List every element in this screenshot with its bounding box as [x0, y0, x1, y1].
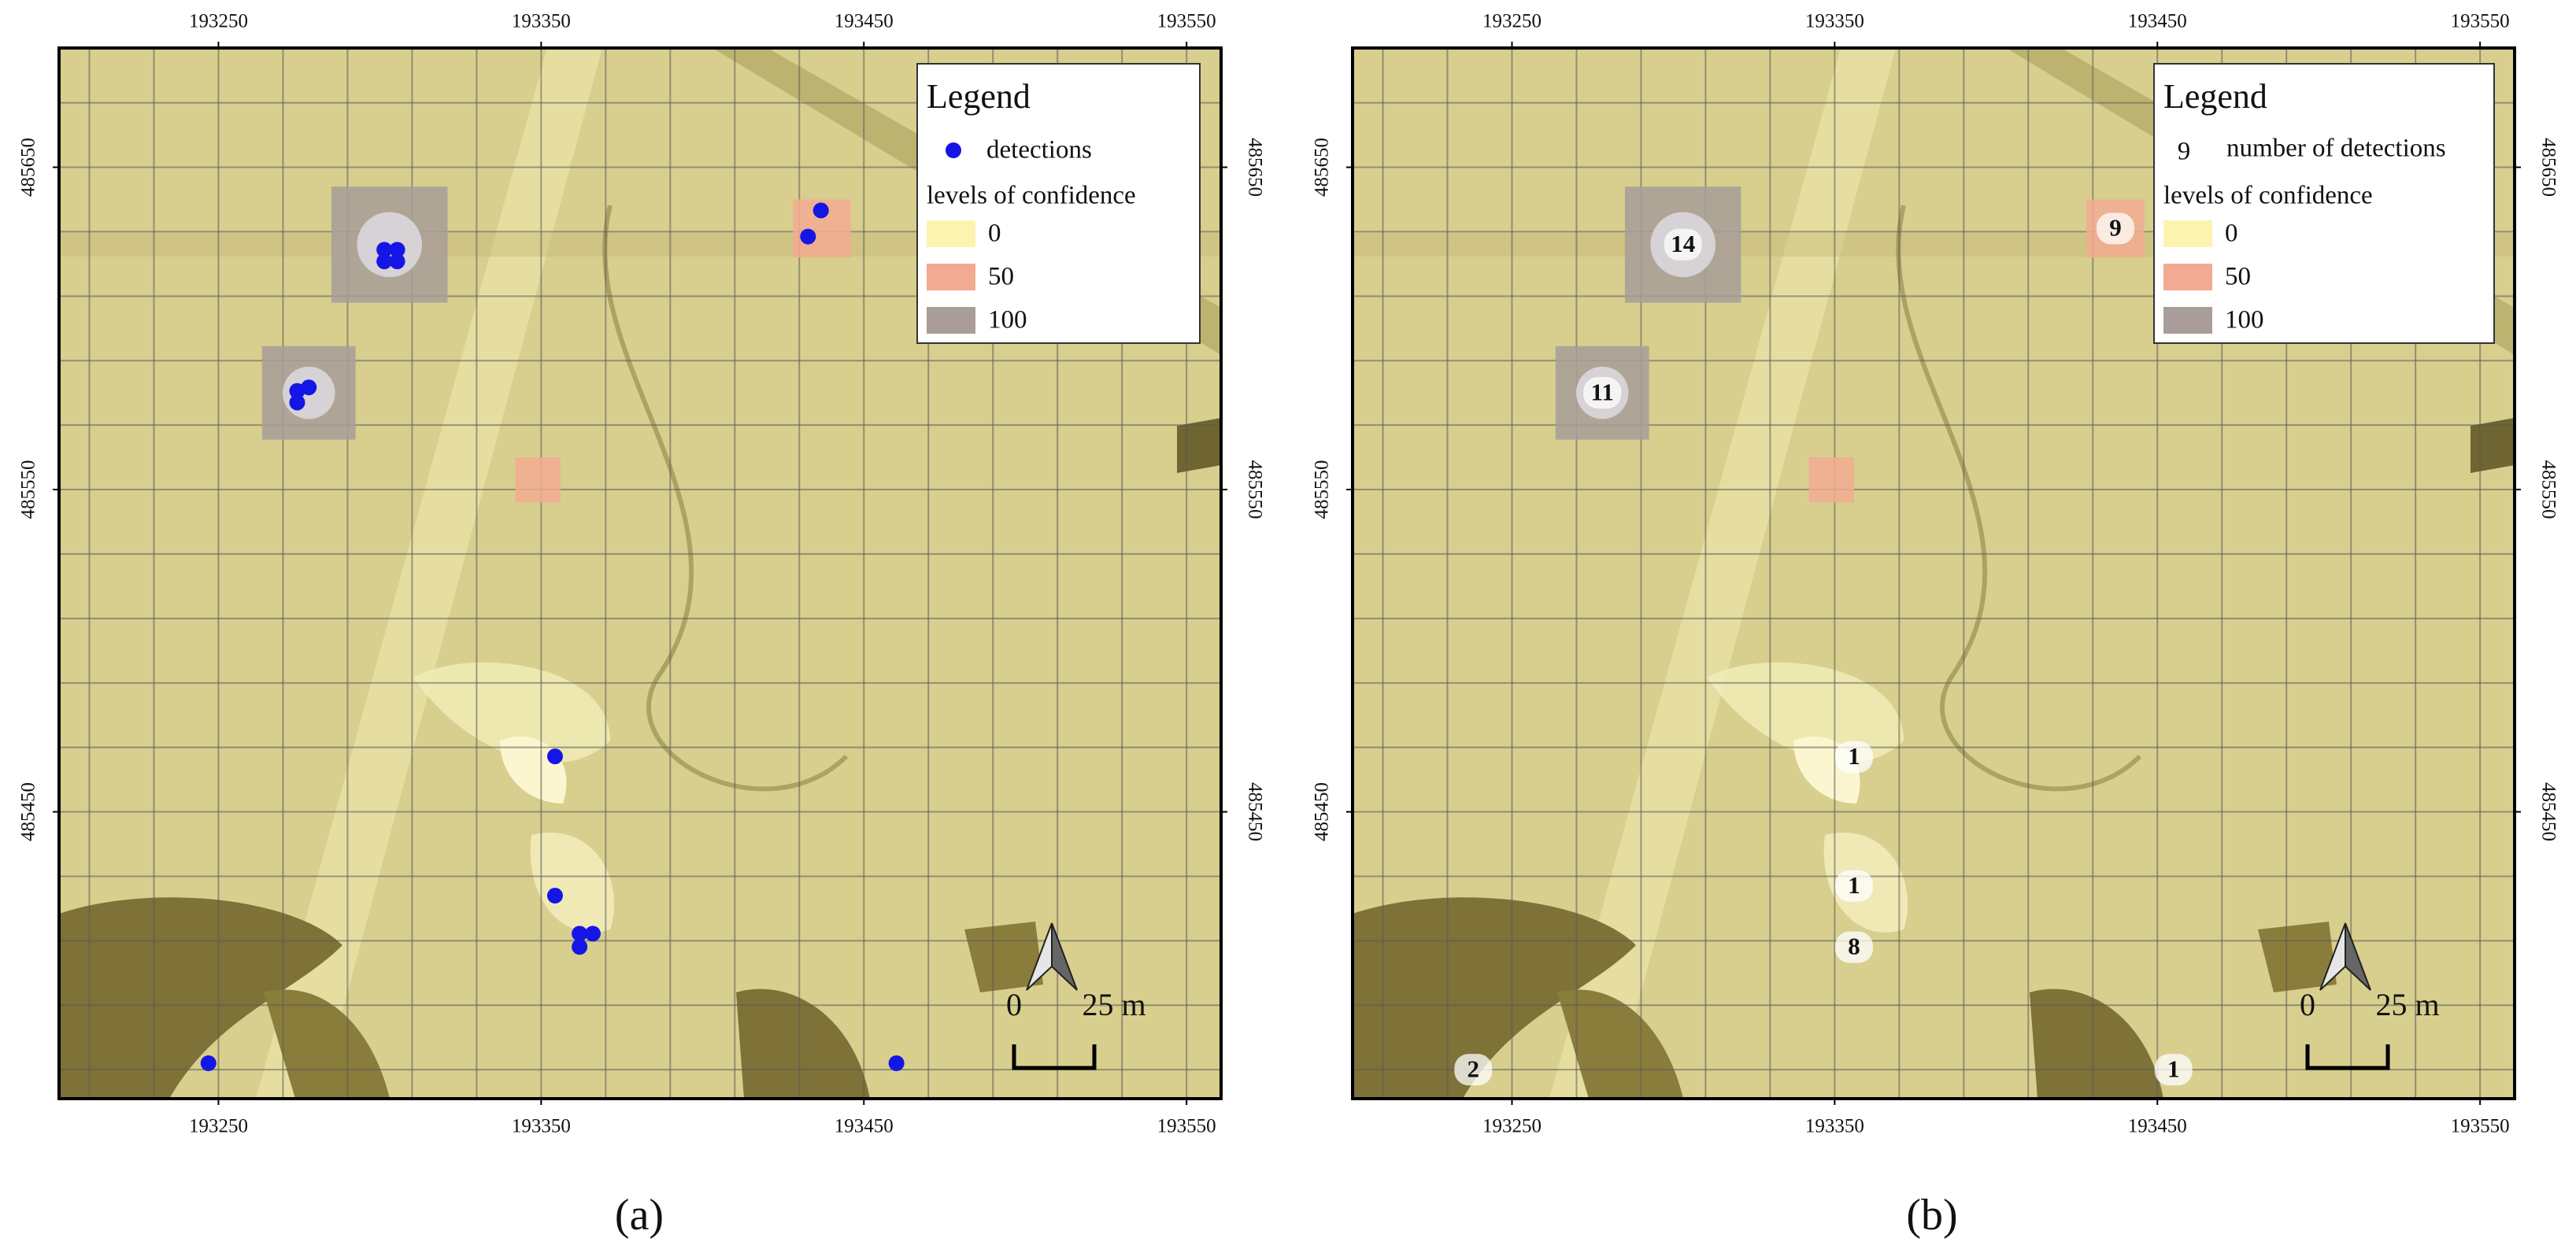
legend-marker — [946, 142, 961, 158]
detection-point — [546, 748, 563, 765]
count-background — [1583, 377, 1622, 409]
y-tick-label: 485550 — [18, 460, 39, 519]
map-overlay — [59, 48, 1221, 1099]
detection-point — [289, 394, 305, 411]
count-background — [1454, 1054, 1493, 1086]
x-tick-label: 193250 — [1482, 1116, 1542, 1137]
legend-title: Legend — [2163, 77, 2267, 116]
x-tick-label: 193450 — [835, 1116, 894, 1137]
scale-label: 0 — [1006, 987, 1022, 1022]
legend-box — [2153, 63, 2495, 344]
detection-point — [572, 926, 588, 942]
detection-point — [584, 926, 601, 942]
count-background — [2154, 1054, 2193, 1086]
north-arrow — [2345, 922, 2371, 991]
y-tick-label: 485450 — [18, 782, 39, 841]
y-tick-label: 485650 — [1312, 138, 1333, 197]
confidence-area — [515, 457, 561, 503]
legend-label: 0 — [2225, 220, 2238, 248]
x-tick-label: 193350 — [512, 11, 571, 32]
count-label: 2 — [1468, 1055, 1480, 1082]
detection-point — [200, 1055, 217, 1071]
legend-subtitle: levels of confidence — [2163, 182, 2373, 210]
x-tick-label: 193450 — [835, 11, 894, 32]
x-tick-label: 193250 — [189, 1116, 248, 1137]
map-frame — [1351, 46, 2516, 1100]
map-panel: 193250 193250 193350 193350 193450 193450 1935… — [18, 11, 1266, 1240]
legend-sample: 9 — [2178, 138, 2191, 166]
map-frame — [57, 46, 1223, 1100]
count-label: 1 — [1848, 742, 1860, 770]
y-tick-label: 485550 — [2537, 460, 2559, 519]
x-tick-label: 193250 — [189, 11, 248, 32]
x-tick-label: 193450 — [2128, 1116, 2187, 1137]
x-tick-label: 193550 — [1157, 1116, 1216, 1137]
detection-point — [376, 253, 393, 270]
count-background — [2096, 212, 2134, 245]
legend-label: 100 — [988, 306, 1027, 334]
x-tick-label: 193350 — [1805, 1116, 1864, 1137]
legend-label: number of detections — [2226, 135, 2446, 163]
legend-box — [916, 63, 1201, 344]
count-label: 1 — [2167, 1055, 2180, 1082]
detection-point — [800, 228, 816, 245]
north-arrow — [1051, 922, 1078, 991]
legend-label: 100 — [2225, 306, 2264, 334]
count-label: 8 — [1848, 933, 1860, 960]
legend-title: Legend — [927, 77, 1031, 116]
scale-label: 25 m — [1082, 987, 1146, 1022]
legend-swatch — [2163, 307, 2212, 334]
detection-point — [389, 253, 405, 270]
x-tick-label: 193350 — [512, 1116, 571, 1137]
count-background — [1834, 741, 1873, 773]
detection-point — [376, 242, 393, 258]
count-label: 9 — [2109, 213, 2122, 241]
caption: (a) — [615, 1191, 664, 1240]
detection-point — [812, 202, 829, 219]
y-tick-label: 485450 — [2537, 782, 2559, 841]
x-tick-label: 193550 — [1157, 11, 1216, 32]
legend-swatch — [2163, 264, 2212, 290]
x-tick-label: 193550 — [2451, 11, 2510, 32]
detection-point — [888, 1055, 905, 1071]
caption: (b) — [1906, 1191, 1957, 1240]
detection-point — [546, 888, 563, 904]
legend-label: detections — [986, 136, 1092, 164]
y-tick-label: 485650 — [2537, 138, 2559, 197]
count-label: 1 — [1848, 871, 1860, 899]
confidence-area — [1808, 457, 1854, 503]
detection-point — [572, 939, 588, 955]
y-tick-label: 485650 — [1244, 138, 1265, 197]
legend-label: 50 — [988, 263, 1014, 291]
count-background — [1834, 870, 1873, 902]
x-tick-label: 193450 — [2128, 11, 2187, 32]
legend-label: 50 — [2225, 263, 2251, 291]
scale-bar — [1012, 1044, 1097, 1070]
legend-swatch — [2163, 220, 2212, 247]
x-tick-label: 193550 — [2451, 1116, 2510, 1137]
legend-swatch — [927, 264, 975, 290]
scale-bar — [2305, 1044, 2390, 1070]
detection-point — [389, 242, 405, 258]
y-tick-label: 485650 — [18, 138, 39, 197]
y-tick-label: 485450 — [1312, 782, 1333, 841]
y-tick-label: 485450 — [1244, 782, 1265, 841]
count-background — [1834, 931, 1873, 963]
legend-swatch — [927, 307, 975, 334]
y-tick-label: 485550 — [1244, 460, 1265, 519]
count-label: 14 — [1671, 230, 1695, 257]
scale-label: 25 m — [2375, 987, 2439, 1022]
legend-label: 0 — [988, 220, 1001, 248]
count-label: 11 — [1591, 378, 1614, 405]
legend-subtitle: levels of confidence — [927, 182, 1136, 210]
x-tick-label: 193350 — [1805, 11, 1864, 32]
scale-label: 0 — [2300, 987, 2315, 1022]
detection-point — [289, 382, 305, 399]
y-tick-label: 485550 — [1312, 460, 1333, 519]
count-background — [1664, 228, 1702, 260]
legend-swatch — [927, 220, 975, 247]
x-tick-label: 193250 — [1482, 11, 1542, 32]
